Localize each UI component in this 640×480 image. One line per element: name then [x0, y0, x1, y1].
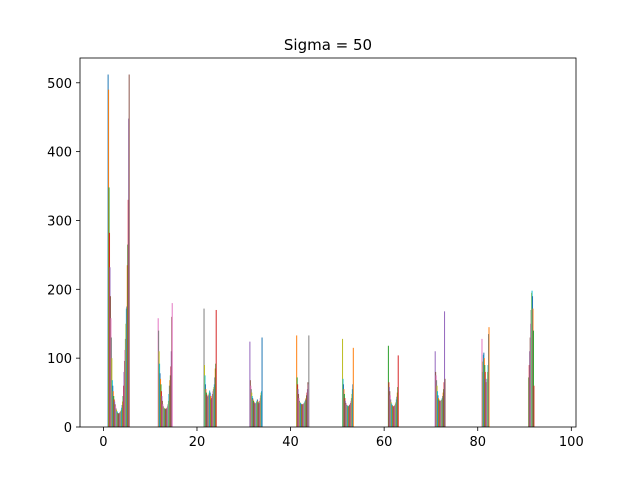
y-tick-label: 100 [47, 352, 72, 367]
x-tick-label: 40 [282, 435, 299, 450]
bar-g5-23 [352, 347, 354, 427]
plot-frame [79, 57, 577, 428]
bar-g2-26 [215, 309, 217, 427]
y-tick-label: 400 [47, 146, 72, 161]
bar-g7-20 [444, 311, 446, 427]
bar-g0-45 [128, 74, 130, 428]
bar-g9-11 [533, 385, 535, 427]
chart-title: Sigma = 50 [284, 36, 372, 54]
x-tick-label: 0 [99, 435, 107, 450]
axes-layer: 0 20 40 60 80 100 0 100 200 300 400 500 [47, 57, 584, 450]
bar-g1-30 [171, 303, 173, 427]
y-tick-label: 0 [64, 421, 72, 436]
y-tick-label: 500 [47, 77, 72, 92]
x-tick-label: 20 [189, 435, 206, 450]
bar-g7-21 [444, 378, 446, 427]
y-tick-label: 300 [47, 214, 72, 229]
x-tick-label: 80 [469, 435, 486, 450]
bar-g6-21 [397, 355, 399, 427]
bar-g4-26 [308, 335, 310, 427]
bar-g8-15 [488, 327, 490, 427]
bars-layer [107, 74, 535, 428]
y-tick-label: 200 [47, 283, 72, 298]
x-tick-label: 60 [376, 435, 393, 450]
bar-g9-10 [532, 330, 534, 427]
bar-g3-26 [261, 337, 263, 427]
x-tick-label: 100 [559, 435, 584, 450]
